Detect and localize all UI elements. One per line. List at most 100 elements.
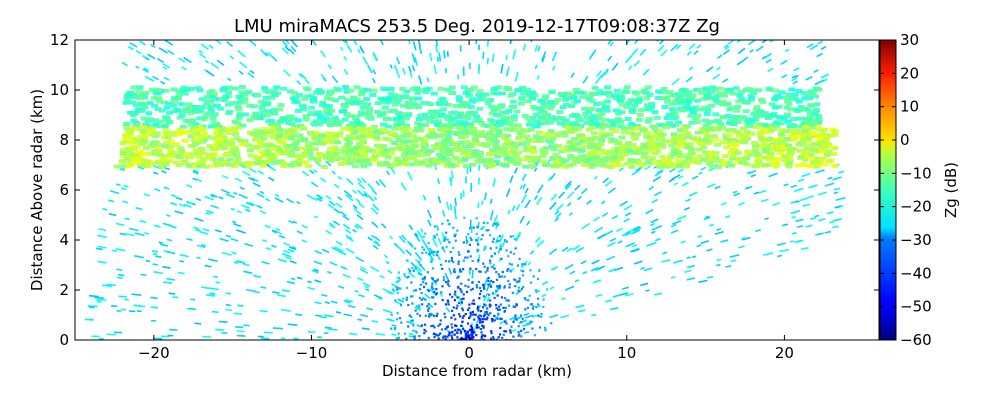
cloud-pixel (571, 113, 578, 117)
cloud-core-pixel (723, 145, 730, 149)
cloud-core-pixel (671, 149, 678, 153)
cloud-pixel (602, 105, 609, 109)
echo-pixel (454, 291, 456, 293)
echo-streak (781, 60, 788, 64)
echo-pixel (482, 334, 484, 336)
echo-streak (237, 211, 242, 213)
echo-streak (406, 321, 414, 324)
cloud-pixel (690, 110, 697, 114)
echo-streak (102, 209, 107, 210)
cloud-core-pixel (447, 152, 454, 156)
echo-streak (225, 310, 231, 311)
y-tick-label: 12 (50, 31, 69, 49)
echo-streak (217, 60, 224, 65)
echo-pixel (415, 267, 417, 269)
cloud-core-pixel (618, 136, 625, 140)
cloud-pixel (341, 109, 348, 113)
echo-pixel (418, 304, 420, 306)
echo-pixel (501, 296, 503, 298)
cloud-pixel (299, 104, 306, 108)
cloud-core-pixel (119, 160, 126, 164)
echo-streak (226, 194, 235, 198)
echo-pixel (411, 267, 413, 269)
echo-streak (627, 38, 631, 43)
echo-pixel (512, 335, 514, 337)
cloud-core-pixel (131, 146, 138, 150)
cloud-pixel (276, 107, 283, 111)
echo-streak (616, 228, 622, 231)
echo-streak (171, 195, 176, 197)
echo-streak (555, 211, 559, 215)
cloud-pixel (383, 117, 390, 121)
cloud-pixel (175, 90, 182, 94)
cloud-pixel (141, 93, 148, 97)
echo-streak (145, 76, 153, 81)
echo-streak (797, 241, 802, 242)
cloud-pixel (440, 107, 447, 111)
echo-streak (243, 271, 252, 273)
cloud-core-pixel (295, 162, 302, 166)
echo-streak (792, 217, 796, 218)
cloud-core-pixel (452, 157, 459, 161)
echo-streak (692, 256, 696, 257)
echo-pixel (499, 276, 501, 278)
echo-pixel (414, 335, 416, 337)
cloud-core-pixel (813, 148, 820, 152)
cloud-core-pixel (258, 150, 265, 154)
echo-pixel (419, 288, 421, 290)
cloud-core-pixel (715, 165, 722, 169)
cloud-core-pixel (648, 138, 655, 142)
echo-streak (283, 250, 290, 252)
echo-pixel (532, 305, 534, 307)
echo-streak (291, 278, 295, 279)
echo-streak (152, 251, 158, 252)
cloud-pixel (410, 101, 417, 105)
cloud-pixel (329, 119, 336, 123)
y-tick-label: 0 (59, 331, 69, 349)
cloud-pixel (807, 103, 814, 107)
echo-streak (338, 176, 341, 179)
y-tick-label: 8 (59, 131, 69, 149)
cloud-core-pixel (417, 153, 424, 157)
echo-streak (171, 226, 177, 228)
cloud-pixel (733, 109, 740, 113)
echo-streak (391, 334, 396, 335)
cloud-core-pixel (592, 159, 599, 163)
echo-streak (438, 178, 440, 183)
cloud-core-pixel (394, 157, 401, 161)
echo-streak (368, 184, 373, 190)
echo-pixel (447, 325, 449, 327)
echo-streak (777, 256, 782, 257)
cloud-core-pixel (732, 142, 739, 146)
echo-streak (343, 224, 350, 229)
echo-pixel (515, 317, 517, 319)
cloud-pixel (156, 99, 163, 103)
cloud-pixel (199, 97, 206, 101)
echo-streak (386, 319, 394, 321)
cloud-pixel (602, 123, 609, 127)
echo-streak (353, 230, 357, 233)
echo-streak (570, 271, 575, 274)
cloud-pixel (138, 109, 145, 113)
x-axis-label: Distance from radar (km) (382, 362, 572, 380)
echo-streak (721, 203, 726, 205)
echo-pixel (440, 319, 442, 321)
echo-streak (314, 170, 317, 172)
echo-streak (332, 76, 337, 83)
cloud-pixel (337, 120, 344, 124)
echo-pixel (524, 308, 526, 310)
cloud-pixel (549, 103, 556, 107)
cloud-pixel (591, 118, 598, 122)
cloud-core-pixel (196, 155, 203, 159)
echo-streak (578, 197, 582, 200)
echo-streak (598, 266, 604, 269)
cloud-pixel (136, 89, 143, 93)
cloud-pixel (476, 107, 483, 111)
cloud-core-pixel (741, 161, 748, 165)
cloud-pixel (708, 104, 715, 108)
cloud-pixel (254, 116, 261, 120)
cloud-pixel (450, 117, 457, 121)
cloud-core-pixel (668, 163, 675, 167)
cloud-core-pixel (657, 143, 664, 147)
echo-pixel (394, 299, 396, 301)
